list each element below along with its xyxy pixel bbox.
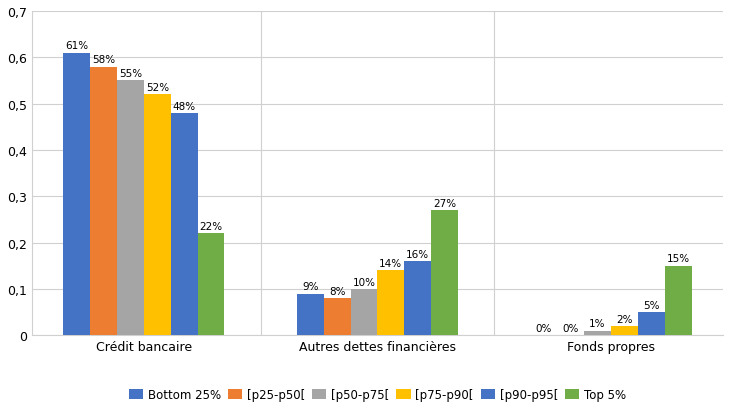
Bar (611, 326, 638, 335)
Bar (350, 289, 377, 335)
Bar (297, 294, 323, 335)
Bar (665, 266, 691, 335)
Text: 0%: 0% (563, 323, 579, 333)
Text: 52%: 52% (146, 83, 169, 93)
Text: 22%: 22% (199, 221, 223, 231)
Text: 15%: 15% (666, 254, 690, 264)
Text: 8%: 8% (329, 286, 345, 296)
Bar (117, 81, 144, 335)
Legend: Bottom 25%, [p25-p50[, [p50-p75[, [p75-p90[, [p90-p95[, Top 5%: Bottom 25%, [p25-p50[, [p50-p75[, [p75-p… (124, 383, 631, 406)
Text: 9%: 9% (302, 281, 318, 292)
Text: 14%: 14% (380, 258, 402, 268)
Bar (431, 211, 458, 335)
Bar (638, 312, 665, 335)
Text: 5%: 5% (643, 300, 659, 310)
Text: 58%: 58% (92, 55, 115, 65)
Text: 10%: 10% (353, 277, 375, 287)
Text: 16%: 16% (406, 249, 429, 259)
Bar (198, 234, 224, 335)
Bar (91, 67, 117, 335)
Bar (584, 331, 611, 335)
Bar (144, 95, 171, 335)
Bar (64, 54, 91, 335)
Bar (171, 114, 198, 335)
Bar (323, 299, 350, 335)
Bar (377, 271, 404, 335)
Text: 0%: 0% (536, 323, 552, 333)
Bar (404, 261, 431, 335)
Text: 48%: 48% (172, 101, 196, 111)
Text: 1%: 1% (589, 319, 606, 328)
Text: 55%: 55% (119, 69, 142, 79)
Text: 27%: 27% (433, 198, 456, 208)
Text: 2%: 2% (616, 314, 633, 324)
Text: 61%: 61% (65, 41, 88, 51)
